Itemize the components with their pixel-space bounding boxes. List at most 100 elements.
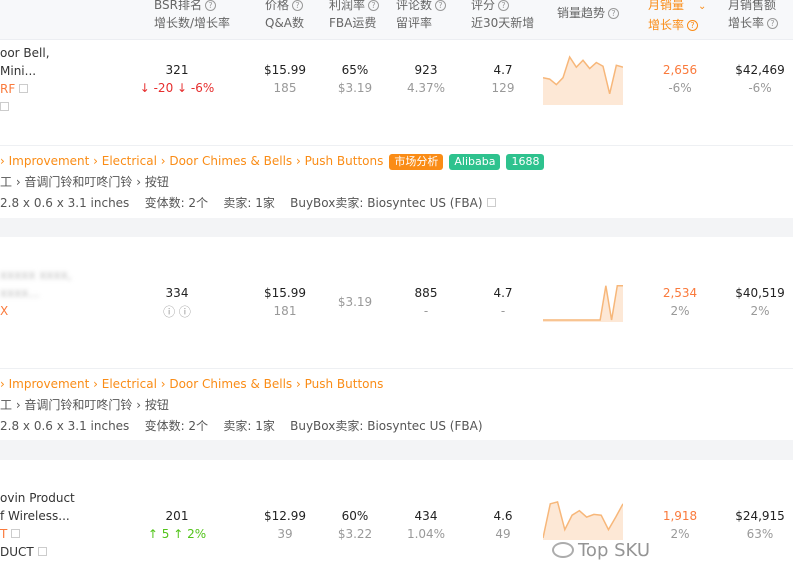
monthly-revenue: $40,519 (735, 286, 785, 300)
fba-fee: $3.19 (337, 81, 373, 95)
fba-fee: $3.19 (337, 295, 373, 309)
monthly-sales: 1,918 (662, 509, 698, 523)
product-title[interactable]: ovin Product f Wireless... T DUCT (0, 491, 75, 559)
help-icon[interactable]: ? (687, 20, 699, 31)
sales-growth: -6% (668, 81, 692, 95)
buybox-seller: BuyBox卖家: Biosyntec US (FBA) (290, 419, 483, 433)
sellers: 卖家: 1家 (223, 419, 275, 433)
sparkline-area (543, 501, 623, 540)
row-separator (0, 440, 793, 460)
help-icon[interactable]: ? (498, 0, 510, 11)
external-link-icon[interactable] (19, 84, 29, 93)
qa-count: 185 (273, 81, 297, 95)
sales-growth: 2% (670, 527, 690, 541)
col-monthly-sales[interactable]: 月销量 ⌄ 增长率? (648, 0, 707, 32)
sparkline-line (543, 55, 623, 94)
sparkline-line (543, 500, 623, 539)
alibaba-button[interactable]: Alibaba (449, 154, 501, 170)
bsr-value: 201 (165, 509, 189, 523)
help-icon[interactable]: ? (204, 0, 216, 11)
help-icon[interactable]: ? (368, 0, 380, 11)
review-rate: 1.04% (406, 527, 446, 541)
manufacturer[interactable]: DUCT (0, 545, 34, 559)
sales-trend-sparkline[interactable] (543, 53, 623, 105)
price: $12.99 (264, 509, 306, 523)
category-breadcrumb[interactable]: › Improvement › Electrical › Door Chimes… (0, 377, 384, 391)
sellers: 卖家: 1家 (223, 196, 275, 210)
info-icons[interactable]: ⓘ ⓘ (163, 305, 191, 319)
col-reviews[interactable]: 评论数? 留评率 (396, 0, 447, 32)
bsr-change: ↓ -20 ↓ -6% (139, 81, 215, 95)
profit-margin: 60% (341, 509, 369, 523)
product-detail: › Improvement › Electrical › Door Chimes… (0, 151, 545, 214)
watermark: Top SKU (552, 541, 650, 561)
review-count: 923 (414, 63, 438, 77)
revenue-growth: -6% (748, 81, 772, 95)
sales-trend-sparkline[interactable] (543, 496, 623, 540)
help-icon[interactable]: ? (292, 0, 304, 11)
review-count: 885 (414, 286, 438, 300)
new-ratings: 49 (495, 527, 511, 541)
dimensions: 2.8 x 0.6 x 3.1 inches (0, 196, 130, 210)
revenue-growth: 63% (746, 527, 774, 541)
profit-margin: 65% (341, 63, 369, 77)
cn-category: 工 › 音调门铃和叮咚门铃 › 按钮 (0, 175, 169, 189)
brand-link[interactable]: X (0, 304, 9, 318)
monthly-revenue: $42,469 (735, 63, 785, 77)
fba-fee: $3.22 (337, 527, 373, 541)
help-icon[interactable]: ? (435, 0, 447, 11)
bsr-value: 321 (165, 63, 189, 77)
brand-link[interactable]: RF (0, 82, 16, 96)
price: $15.99 (264, 286, 306, 300)
col-monthly-revenue[interactable]: 月销售额 增长率? (728, 0, 779, 30)
variants: 变体数: 2个 (144, 196, 209, 210)
revenue-growth: 2% (750, 304, 770, 318)
buybox-seller: BuyBox卖家: Biosyntec US (FBA) (290, 196, 483, 210)
new-ratings: - (500, 304, 506, 318)
monthly-sales: 2,534 (662, 286, 698, 300)
review-rate: - (423, 304, 429, 318)
bsr-value: 334 (165, 286, 189, 300)
brand-link[interactable]: T (0, 527, 8, 541)
row-separator (0, 218, 793, 237)
category-breadcrumb[interactable]: › Improvement › Electrical › Door Chimes… (0, 154, 384, 168)
new-ratings: 129 (491, 81, 515, 95)
bsr-change: ↑ 5 ↑ 2% (147, 527, 207, 541)
monthly-revenue: $24,915 (735, 509, 785, 523)
sales-growth: 2% (670, 304, 690, 318)
external-link-icon[interactable] (11, 529, 21, 538)
external-link-icon[interactable] (37, 547, 47, 556)
sort-chevron-down-icon[interactable]: ⌄ (698, 1, 707, 12)
external-link-icon[interactable] (486, 198, 496, 207)
sales-trend-sparkline[interactable] (543, 280, 623, 322)
sparkline-area (543, 285, 623, 322)
col-margin[interactable]: 利润率? FBA运费 (329, 0, 380, 32)
col-rating[interactable]: 评分? 近30天新增 (471, 0, 535, 30)
sparkline-line (543, 285, 623, 321)
cn-category: 工 › 音调门铃和叮咚门铃 › 按钮 (0, 398, 169, 412)
col-trend[interactable]: 销量趋势? (557, 4, 620, 22)
col-price[interactable]: 价格? Q&A数 (265, 0, 305, 30)
wechat-icon (552, 542, 574, 558)
sparkline-area (543, 57, 623, 105)
variants: 变体数: 2个 (144, 419, 209, 433)
dimensions: 2.8 x 0.6 x 3.1 inches (0, 419, 130, 433)
rating: 4.7 (493, 286, 513, 300)
1688-button[interactable]: 1688 (506, 154, 545, 170)
market-analysis-button[interactable]: 市场分析 (389, 154, 444, 170)
rating: 4.7 (493, 63, 513, 77)
external-link-icon[interactable] (0, 102, 9, 111)
rating: 4.6 (493, 509, 513, 523)
table-header: BSR排名? 增长数/增长率 价格? Q&A数 利润率? FBA运费 评论数? 留评率 … (0, 0, 793, 40)
qa-count: 39 (277, 527, 293, 541)
qa-count: 181 (273, 304, 297, 318)
price: $15.99 (264, 63, 306, 77)
product-title[interactable]: oor Bell, Mini... RF (0, 44, 50, 116)
review-rate: 4.37% (406, 81, 446, 95)
col-bsr[interactable]: BSR排名? 增长数/增长率 (154, 0, 231, 30)
review-count: 434 (414, 509, 438, 523)
help-icon[interactable]: ? (608, 8, 620, 19)
product-title[interactable]: xxxxx xxxx, xxxx... X (0, 268, 72, 318)
monthly-sales: 2,656 (662, 63, 698, 77)
help-icon[interactable]: ? (767, 18, 779, 29)
